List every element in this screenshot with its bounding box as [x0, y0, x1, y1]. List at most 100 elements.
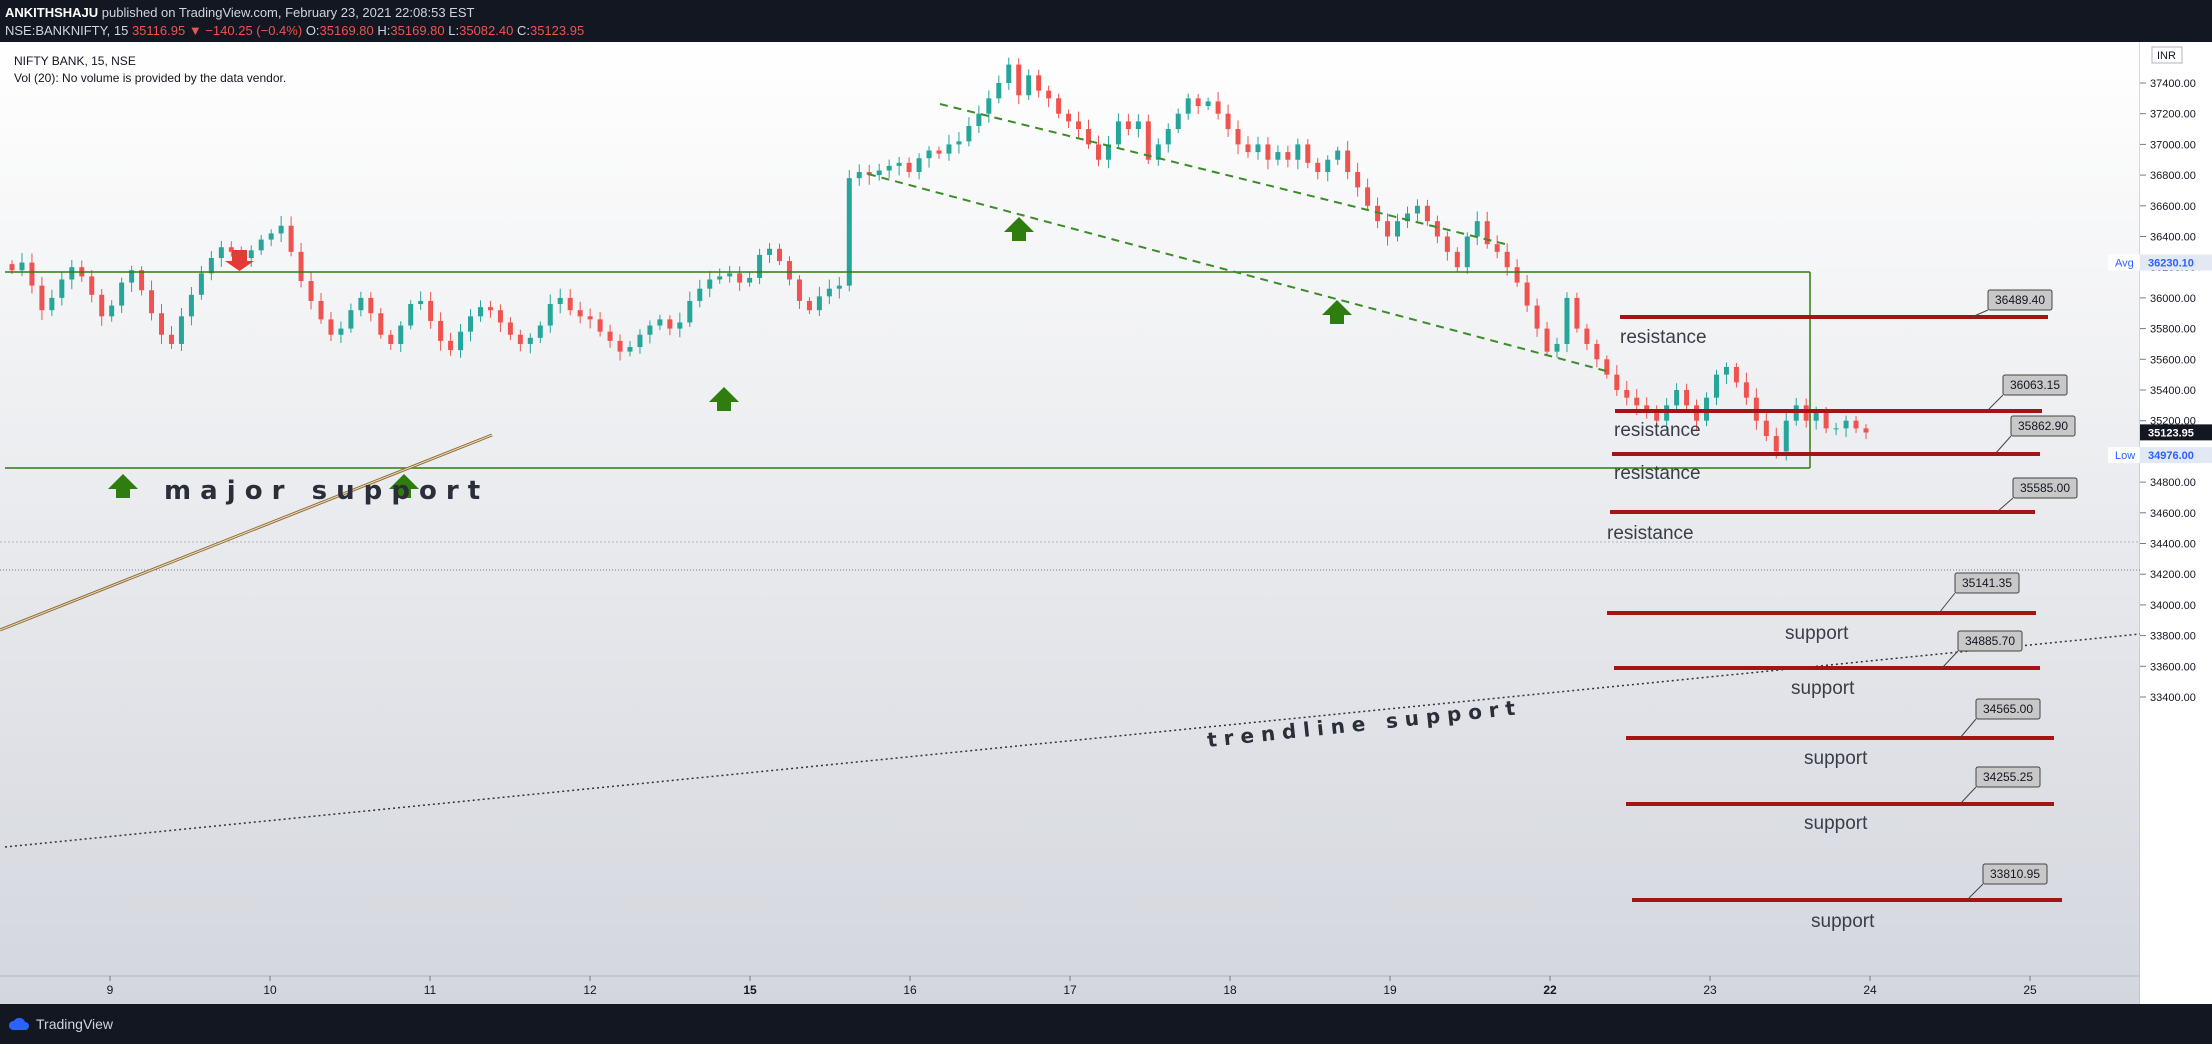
candle-body: [568, 298, 573, 310]
candle-body: [29, 263, 34, 286]
y-tick-label: 36600.00: [2150, 201, 2196, 213]
support-label: support: [1785, 623, 1849, 644]
candle-body: [996, 83, 1001, 98]
candle-body: [1026, 75, 1031, 95]
x-tick-label: 18: [1223, 983, 1237, 997]
candle-body: [747, 278, 752, 283]
candle-body: [39, 286, 44, 311]
candle-body: [1006, 65, 1011, 83]
price-callout-value: 35141.35: [1962, 576, 2012, 590]
close-value: 35123.95: [530, 23, 584, 38]
x-tick-label: 11: [424, 983, 437, 997]
candle-body: [897, 163, 902, 166]
candle-body: [1674, 390, 1679, 405]
candle-body: [608, 332, 613, 341]
candle-body: [1724, 367, 1729, 375]
x-tick-label: 9: [107, 983, 114, 997]
candle-body: [89, 276, 94, 294]
candle-body: [1116, 121, 1121, 144]
candle-body: [1844, 421, 1849, 429]
candle-body: [727, 273, 732, 276]
last-price: 35116.95: [132, 23, 185, 38]
candle-body: [1564, 298, 1569, 344]
candle-body: [558, 298, 563, 304]
candle-body: [1594, 344, 1599, 359]
candle-body: [169, 335, 174, 344]
candle-body: [1525, 283, 1530, 306]
candle-body: [986, 98, 991, 113]
candle-body: [598, 319, 603, 331]
candle-body: [956, 141, 961, 144]
candle-body: [777, 249, 782, 261]
author-name[interactable]: ANKITHSHAJU: [5, 5, 98, 20]
candle-body: [279, 226, 284, 234]
candle-body: [927, 151, 932, 159]
candle-body: [1335, 151, 1340, 160]
candle-body: [1056, 98, 1061, 113]
candle-body: [657, 319, 662, 325]
candle-body: [847, 178, 852, 285]
candle-body: [1834, 428, 1839, 429]
candle-body: [1574, 298, 1579, 329]
candle-body: [1146, 121, 1151, 159]
candle-body: [797, 279, 802, 300]
candle-body: [1036, 75, 1041, 90]
candle-body: [1505, 252, 1510, 267]
candle-body: [1206, 101, 1211, 106]
x-tick-label: 15: [743, 983, 757, 997]
x-tick-label: 12: [583, 983, 597, 997]
candle-body: [1584, 329, 1589, 344]
candle-body: [1744, 382, 1749, 397]
candle-body: [488, 307, 493, 310]
candle-body: [1694, 405, 1699, 420]
open-value: 35169.80: [320, 23, 374, 38]
candle-body: [1226, 114, 1231, 129]
candle-body: [1365, 187, 1370, 205]
candle-body: [1415, 206, 1420, 214]
ohlc-line: NSE:BANKNIFTY, 15 35116.95 ▼ −140.25 (−0…: [5, 23, 584, 38]
footer-bar: TradingView: [0, 1004, 2212, 1044]
candle-body: [697, 289, 702, 301]
candle-body: [827, 289, 832, 297]
candle-body: [1016, 65, 1021, 96]
candle-body: [647, 326, 652, 335]
y-tick-label: 37000.00: [2150, 139, 2196, 151]
candle-body: [707, 279, 712, 288]
y-tick-label: 33800.00: [2150, 631, 2196, 643]
low-value: 35082.40: [459, 23, 513, 38]
support-label: support: [1791, 678, 1855, 699]
price-callout-value: 34565.00: [1983, 702, 2033, 716]
candle-body: [1684, 390, 1689, 405]
candle-body: [737, 273, 742, 282]
candle-body: [348, 310, 353, 328]
candle-body: [1535, 306, 1540, 329]
candle-body: [1355, 172, 1360, 187]
candle-body: [1425, 206, 1430, 221]
chart-background: [0, 42, 2212, 1004]
candle-body: [1395, 221, 1400, 236]
candle-body: [518, 335, 523, 344]
candle-body: [368, 298, 373, 313]
candle-body: [59, 279, 64, 297]
candle-body: [1624, 390, 1629, 398]
support-label: support: [1804, 748, 1868, 769]
x-tick-label: 22: [1543, 983, 1557, 997]
price-chart[interactable]: 36489.40 resistance 36063.15 resistance 3586…: [0, 42, 2212, 1004]
candle-body: [49, 298, 54, 310]
candle-body: [1515, 267, 1520, 282]
candle-body: [687, 301, 692, 322]
candle-body: [667, 319, 672, 328]
candle-body: [1216, 101, 1221, 113]
candle-body: [408, 304, 413, 325]
brand[interactable]: TradingView: [8, 1016, 113, 1032]
candle-body: [877, 170, 882, 175]
candle-body: [1664, 405, 1669, 420]
candle-body: [887, 166, 892, 171]
price-callout-value: 33810.95: [1990, 867, 2040, 881]
candle-body: [1096, 144, 1101, 159]
y-tick-label: 35600.00: [2150, 354, 2196, 366]
price-axis-bg: [2140, 42, 2212, 1004]
x-tick-label: 17: [1063, 983, 1077, 997]
candle-body: [1246, 144, 1251, 152]
candle-body: [119, 283, 124, 306]
